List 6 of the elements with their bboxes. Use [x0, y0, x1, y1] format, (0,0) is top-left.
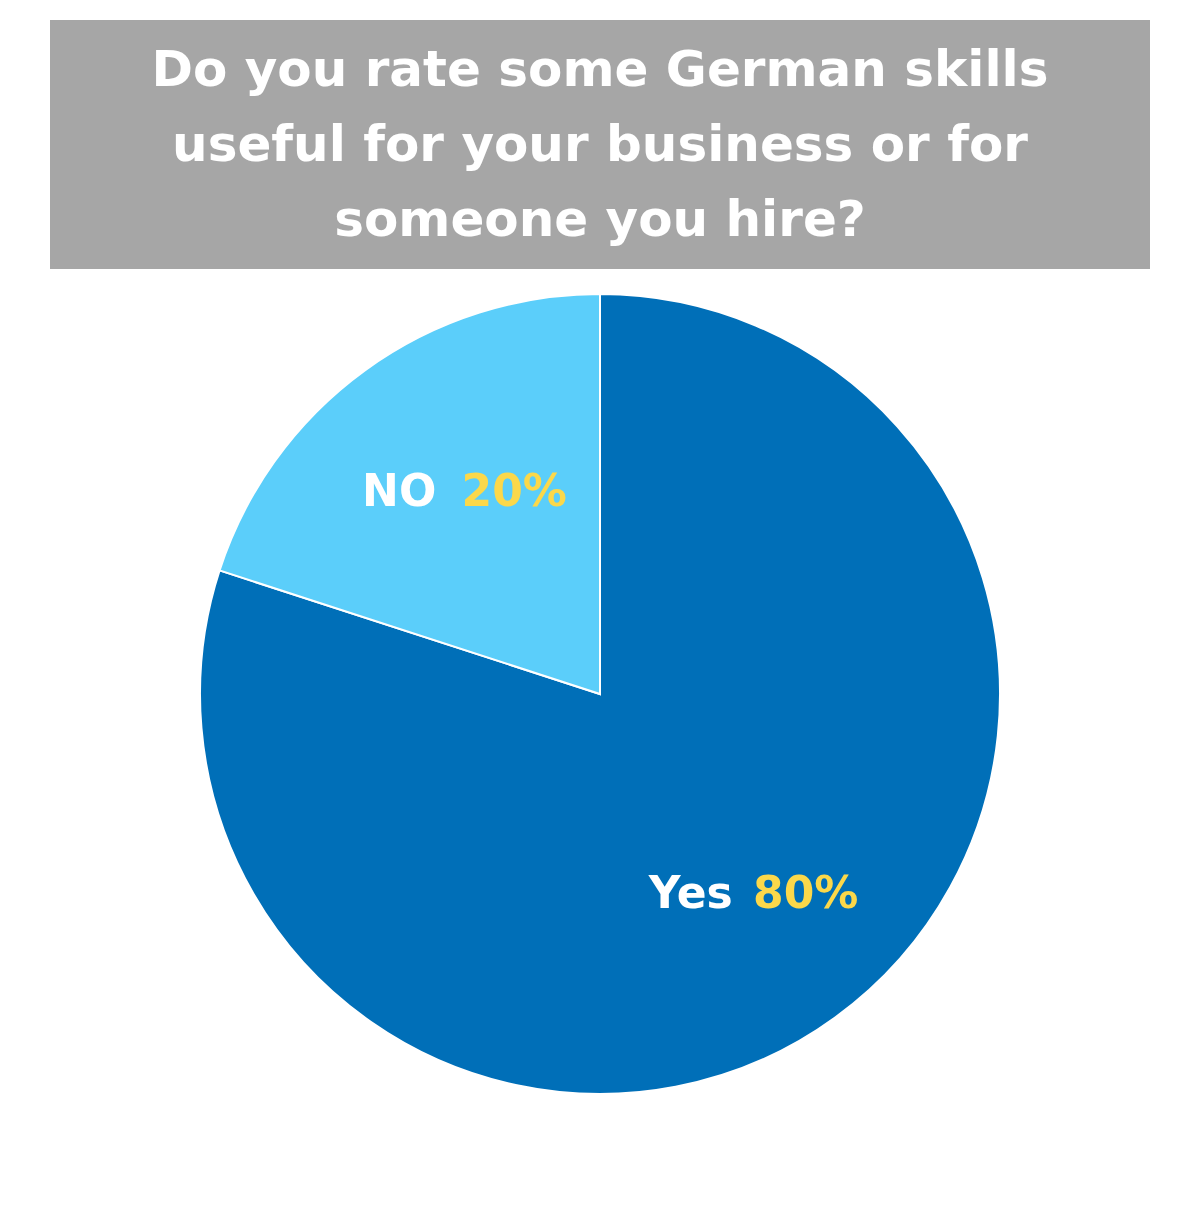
- data-label: 80%: [753, 866, 859, 918]
- slice-label: Yes: [647, 866, 733, 918]
- chart-title: Do you rate some German skills useful for your business or for someone you hire?: [50, 20, 1150, 269]
- pie-slice: [199, 293, 1001, 1095]
- data-label: 20%: [461, 465, 567, 517]
- slice-label: NO: [362, 465, 437, 517]
